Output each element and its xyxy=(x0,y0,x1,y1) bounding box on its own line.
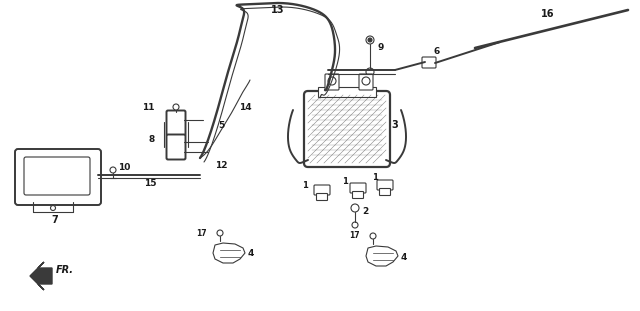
FancyBboxPatch shape xyxy=(350,183,366,193)
FancyBboxPatch shape xyxy=(422,57,436,68)
FancyBboxPatch shape xyxy=(15,149,101,205)
Circle shape xyxy=(328,77,336,85)
FancyBboxPatch shape xyxy=(314,185,330,195)
Polygon shape xyxy=(30,262,52,290)
Text: 10: 10 xyxy=(118,164,131,173)
Text: 17: 17 xyxy=(349,231,360,240)
Polygon shape xyxy=(366,246,398,266)
Text: 17: 17 xyxy=(196,229,207,238)
Circle shape xyxy=(352,222,358,228)
Bar xyxy=(318,87,376,97)
Text: 1: 1 xyxy=(302,182,308,191)
Text: 1: 1 xyxy=(342,178,348,187)
Circle shape xyxy=(51,206,56,211)
Text: 14: 14 xyxy=(239,104,252,113)
Circle shape xyxy=(370,233,376,239)
Text: 3: 3 xyxy=(391,120,397,130)
Text: 5: 5 xyxy=(218,122,224,131)
Text: 11: 11 xyxy=(143,104,155,113)
Text: 9: 9 xyxy=(378,44,385,53)
FancyBboxPatch shape xyxy=(304,91,390,167)
FancyBboxPatch shape xyxy=(325,74,339,90)
FancyBboxPatch shape xyxy=(380,188,390,196)
Circle shape xyxy=(351,204,359,212)
Text: 1: 1 xyxy=(372,174,378,183)
FancyBboxPatch shape xyxy=(166,110,186,136)
Text: 16: 16 xyxy=(541,9,555,19)
Text: 4: 4 xyxy=(401,253,408,262)
FancyBboxPatch shape xyxy=(353,192,364,198)
Text: 4: 4 xyxy=(248,249,254,258)
Text: 8: 8 xyxy=(148,136,155,145)
Circle shape xyxy=(110,167,116,173)
FancyBboxPatch shape xyxy=(377,180,393,190)
FancyBboxPatch shape xyxy=(24,157,90,195)
FancyBboxPatch shape xyxy=(359,74,373,90)
Text: 15: 15 xyxy=(144,179,156,188)
Circle shape xyxy=(366,36,374,44)
FancyBboxPatch shape xyxy=(166,134,186,160)
Text: 13: 13 xyxy=(271,5,285,15)
Polygon shape xyxy=(213,243,245,263)
Circle shape xyxy=(368,38,372,42)
Circle shape xyxy=(217,230,223,236)
Text: 6: 6 xyxy=(434,48,440,57)
Text: 7: 7 xyxy=(52,215,58,225)
FancyBboxPatch shape xyxy=(317,193,328,201)
Text: FR.: FR. xyxy=(56,265,74,275)
Circle shape xyxy=(173,104,179,110)
Text: 12: 12 xyxy=(215,160,227,169)
Circle shape xyxy=(366,68,374,76)
Circle shape xyxy=(362,77,370,85)
Text: 2: 2 xyxy=(362,207,368,216)
